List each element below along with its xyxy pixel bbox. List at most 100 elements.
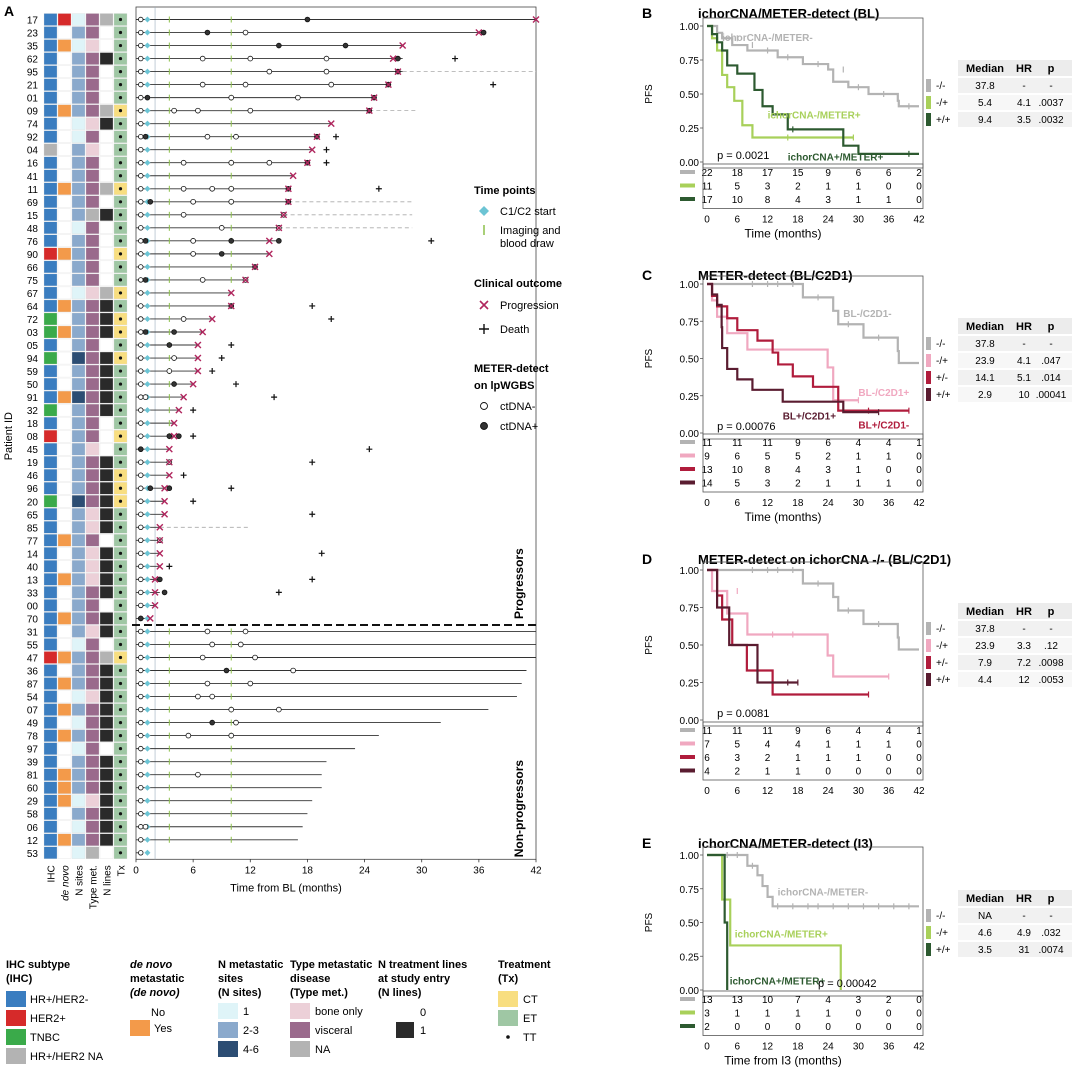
annotation-cell-ihc [43,586,58,599]
risk-count: 1 [765,1009,771,1020]
risk-table-frame [702,433,924,493]
patient-id: 94 [27,354,39,365]
risk-count: 7 [704,740,710,751]
type-item: NA [315,1044,331,1056]
ctdna-positive-marker [142,329,149,335]
table-hr: 3.3 [1017,641,1031,652]
annotation-cell-denovo [57,755,72,768]
curve-label: ichorCNA-/METER- [722,33,813,44]
risk-count: 11 [762,726,773,737]
annotation-cell-nsites [71,156,86,169]
risk-count: 4 [704,767,710,778]
tt-dot [118,30,123,35]
annotation-cell-denovo [57,13,72,26]
c1c2-legend-icon [479,206,489,216]
annotation-cell-type [85,156,100,169]
x-tick-label: 30 [853,215,865,226]
x-tick-label: 0 [704,1042,710,1053]
annotation-cell-denovo [57,703,72,716]
annotation-cell-denovo [57,820,72,833]
patient-id: 35 [27,42,39,53]
ctdna-positive-marker [204,29,211,36]
risk-count: 5 [735,182,741,193]
risk-count: 1 [856,479,862,490]
patient-id: 23 [27,29,39,40]
annotation-cell-nlines [99,26,114,39]
annotation-cell-nlines [99,143,114,156]
c1c2-start-marker [144,211,151,218]
denovo-title-2: metastatic [130,973,184,985]
annotation-cell-nsites [71,781,86,794]
risk-count: 1 [856,465,862,476]
nsites-item: 1 [243,1006,249,1018]
death-marker [190,433,197,440]
y-tick-label: 0.50 [680,919,700,930]
c1c2-start-marker [144,472,151,479]
risk-count: 0 [886,767,892,778]
risk-count: 1 [856,195,862,206]
panel-title: METER-detect on ichorCNA -/- (BL/C2D1) [698,552,951,567]
legend-death: Death [500,324,529,336]
annotation-cell-nlines [99,547,114,560]
death-marker [228,342,235,349]
patient-id: 17 [27,16,39,27]
annotation-cell-ihc [43,651,58,664]
table-median: 37.8 [975,624,995,635]
x-tick-label: 18 [302,865,314,876]
panel-letter: B [642,5,652,21]
progression-marker [156,549,164,557]
annotation-cell-nlines [99,208,114,221]
panel-letter: D [642,551,652,567]
annotation-cell-ihc [43,130,58,143]
annotation-cell-nsites [71,390,86,404]
patient-id: 92 [27,133,39,144]
annotation-cell-nlines [99,703,114,716]
annotation-cell-type [85,247,100,261]
ctdna-negative-marker [166,368,173,374]
tt-dot [118,356,123,360]
annotation-cell-denovo [57,91,72,104]
ctdna-negative-marker [195,107,201,114]
plot-frame [702,846,924,997]
risk-count: 1 [795,767,801,778]
annotation-cell-ihc [43,456,58,469]
annotation-cell-denovo [57,273,72,287]
table-row-bg [958,672,1072,687]
table-header: p [1048,321,1055,333]
x-tick-label: 42 [530,865,542,876]
annotation-cell-nlines [99,469,114,482]
annotation-cell-ihc [43,39,58,52]
risk-count: 2 [795,479,801,490]
table-row-bg [958,336,1072,351]
tt-dot [118,148,123,152]
annotation-cell-ihc [43,560,58,573]
annotation-cell-nsites [71,338,86,352]
death-marker [309,511,316,518]
risk-count: 13 [701,995,713,1006]
table-row-key [926,371,931,384]
annotation-cell-nsites [71,182,86,195]
curve-label: BL-/C2D1+ [858,388,909,399]
km-curve [707,282,879,414]
annotation-cell-denovo [57,690,72,703]
x-tick-label: 36 [883,498,895,509]
c1c2-start-marker [144,185,151,192]
legend-title-meter: METER-detect [474,363,549,375]
ctdna-negative-marker [138,602,144,609]
ctdna-negative-marker [252,654,258,661]
panel-title: ichorCNA/METER-detect (I3) [698,836,873,851]
y-tick-label: 0.75 [680,317,700,328]
annotation-cell-denovo [57,260,72,274]
ctdna-negative-marker [138,732,144,739]
death-marker [452,55,459,62]
table-group: +/- [936,373,948,384]
x-tick-label: 6 [190,865,196,876]
annotation-cell-type [85,586,100,599]
patient-id: 60 [27,784,39,795]
annotation-cell-nlines [99,364,114,378]
annotation-cell-nlines [99,638,114,651]
annotation-cell-ihc [43,781,58,794]
annotation-cell-nsites [71,508,86,521]
annotation-cell-type [85,390,100,404]
ctdna-positive-marker [142,133,149,140]
